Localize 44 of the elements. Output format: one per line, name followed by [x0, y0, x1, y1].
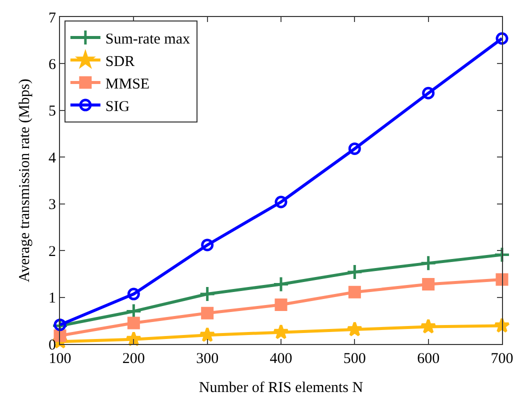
point	[54, 318, 66, 332]
point	[346, 321, 363, 336]
point	[201, 306, 214, 320]
point	[127, 316, 140, 330]
x-axis-title: Number of RIS elements N	[198, 380, 364, 396]
point	[420, 318, 436, 334]
legend-label: MMSE	[105, 76, 150, 92]
point	[127, 288, 140, 300]
x-tick-label: 400	[270, 351, 292, 367]
point	[348, 142, 361, 155]
x-tick-label: 600	[417, 351, 440, 367]
x-tick-label: 100	[48, 351, 72, 367]
legend-label: SIG	[105, 98, 130, 115]
x-tick-label: 500	[343, 351, 366, 367]
point	[420, 254, 437, 272]
point	[346, 264, 363, 280]
legend-label: SDR	[105, 54, 135, 70]
point	[199, 326, 216, 342]
point	[496, 32, 508, 45]
x-tick-label: 700	[490, 351, 514, 367]
point	[274, 298, 288, 312]
y-axis-title: Average transmission rate (Mbps)	[16, 78, 33, 282]
point	[422, 278, 435, 290]
y-tick-label: 3	[48, 197, 56, 214]
point	[274, 196, 288, 208]
x-tick-label: 200	[122, 351, 145, 367]
point	[422, 86, 435, 100]
point	[348, 286, 361, 298]
y-tick-label: 7	[48, 10, 56, 26]
y-tick-label: 5	[48, 104, 56, 120]
x-tick-label: 300	[196, 351, 219, 367]
y-tick-label: 4	[48, 150, 56, 166]
legend-label: Sum-rate max	[105, 31, 190, 48]
y-tick-label: 1	[48, 290, 56, 307]
point	[54, 329, 66, 342]
y-tick-label: 6	[48, 56, 56, 73]
point	[199, 286, 216, 302]
y-tick-label: 0	[48, 337, 56, 354]
y-tick-label: 2	[48, 244, 56, 260]
point	[201, 238, 214, 252]
point	[496, 273, 508, 286]
point	[272, 276, 290, 292]
point	[494, 246, 510, 264]
point	[273, 324, 289, 340]
